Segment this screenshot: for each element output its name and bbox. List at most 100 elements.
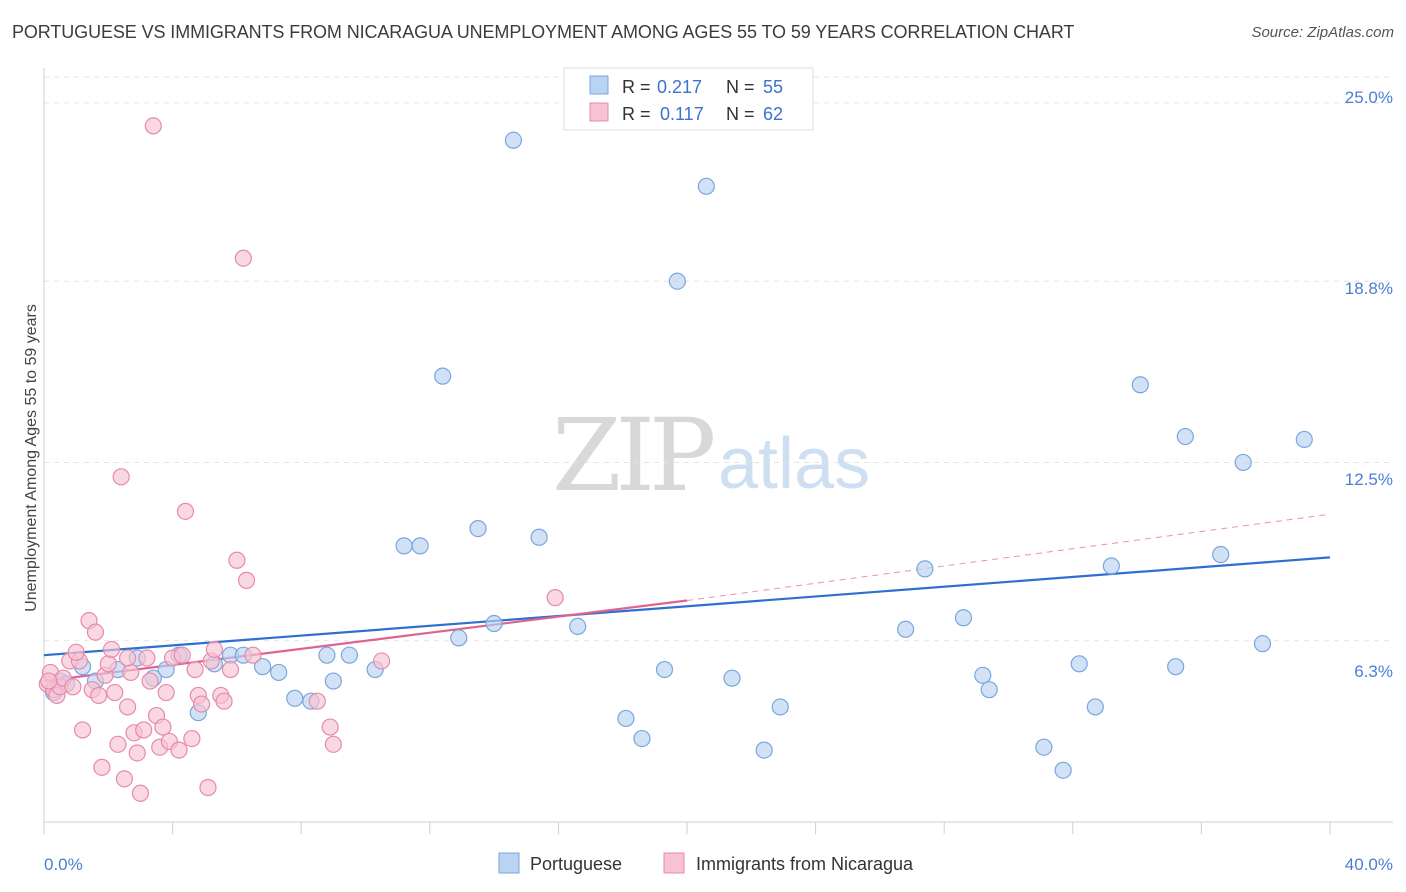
nicaragua-point bbox=[90, 686, 108, 705]
portuguese-point bbox=[771, 698, 789, 716]
data-points bbox=[38, 117, 1313, 802]
portuguese-point bbox=[617, 709, 635, 728]
nicaragua-point bbox=[228, 551, 246, 569]
portuguese-point bbox=[897, 620, 915, 638]
portuguese-point bbox=[270, 663, 288, 682]
legend-r-label: R = bbox=[622, 77, 651, 97]
nicaragua-point bbox=[118, 698, 137, 716]
nicaragua-point bbox=[173, 646, 191, 664]
portuguese-point bbox=[916, 560, 934, 578]
legend-n-label: N = bbox=[726, 104, 755, 124]
bottom-legend-swatch-portuguese bbox=[498, 852, 520, 874]
nicaragua-point bbox=[186, 660, 204, 679]
portuguese-point bbox=[395, 537, 413, 555]
nicaragua-point bbox=[99, 655, 117, 673]
legend-r-value: 0.217 bbox=[657, 77, 702, 97]
legend-n-value: 55 bbox=[763, 77, 783, 97]
portuguese-trend-line bbox=[43, 556, 1331, 657]
portuguese-point bbox=[974, 666, 992, 684]
nicaragua-point bbox=[102, 640, 121, 659]
portuguese-point bbox=[755, 741, 773, 759]
portuguese-point bbox=[569, 617, 587, 636]
portuguese-point bbox=[668, 272, 686, 290]
nicaragua-point bbox=[234, 249, 252, 267]
bottom-legend: Portuguese Immigrants from Nicaragua bbox=[498, 852, 914, 874]
portuguese-point bbox=[1035, 738, 1053, 756]
nicaragua-point bbox=[221, 660, 240, 679]
nicaragua-point bbox=[73, 721, 92, 739]
nicaragua-point bbox=[244, 646, 262, 664]
nicaragua-point bbox=[183, 729, 201, 748]
nicaragua-point bbox=[141, 672, 159, 690]
nicaragua-point bbox=[131, 784, 150, 802]
portuguese-point bbox=[254, 658, 272, 676]
y-tick-label: 18.8% bbox=[1345, 279, 1393, 298]
nicaragua-point bbox=[154, 718, 172, 736]
portuguese-point bbox=[434, 367, 452, 385]
watermark-atlas: atlas bbox=[718, 424, 870, 504]
portuguese-point bbox=[504, 131, 522, 149]
bottom-legend-portuguese: Portuguese bbox=[530, 854, 622, 874]
nicaragua-point bbox=[205, 640, 223, 659]
portuguese-point bbox=[1167, 658, 1185, 676]
nicaragua-point bbox=[157, 683, 175, 702]
portuguese-point bbox=[980, 681, 998, 699]
portuguese-point bbox=[469, 520, 487, 538]
portuguese-point bbox=[1295, 430, 1313, 449]
watermark-zip: ZIP bbox=[552, 397, 713, 514]
nicaragua-point bbox=[372, 652, 391, 670]
nicaragua-trend-line bbox=[43, 599, 688, 683]
nicaragua-point bbox=[106, 683, 124, 702]
trend-lines bbox=[43, 513, 1331, 683]
nicaragua-point bbox=[215, 692, 233, 710]
portuguese-point bbox=[1212, 545, 1230, 564]
nicaragua-point bbox=[546, 589, 564, 607]
portuguese-point bbox=[485, 614, 503, 633]
nicaragua-point bbox=[135, 721, 153, 739]
x-tick-label: 40.0% bbox=[1345, 855, 1393, 874]
chart-title: PORTUGUESE VS IMMIGRANTS FROM NICARAGUA … bbox=[12, 22, 1075, 42]
legend-n-label: N = bbox=[726, 77, 755, 97]
nicaragua-point bbox=[112, 468, 130, 486]
nicaragua-point bbox=[324, 735, 342, 753]
portuguese-point bbox=[697, 177, 715, 195]
bottom-legend-nicaragua: Immigrants from Nicaragua bbox=[696, 854, 914, 874]
nicaragua-point bbox=[237, 571, 256, 589]
portuguese-point bbox=[286, 689, 304, 707]
nicaragua-point bbox=[40, 672, 58, 690]
nicaragua-point bbox=[122, 663, 140, 682]
y-tick-label: 12.5% bbox=[1345, 470, 1393, 489]
portuguese-point bbox=[655, 660, 674, 679]
nicaragua-point bbox=[321, 718, 339, 736]
legend-swatch-nicaragua bbox=[589, 102, 609, 122]
nicaragua-point bbox=[109, 735, 127, 753]
portuguese-point bbox=[633, 729, 651, 748]
nicaragua-point bbox=[144, 117, 162, 135]
legend: R = 0.217 N = 55 R = 0.117 N = 62 bbox=[563, 67, 814, 131]
nicaragua-point bbox=[138, 649, 156, 667]
nicaragua-point bbox=[192, 695, 211, 713]
y-axis-label: Unemployment Among Ages 55 to 59 years bbox=[23, 304, 40, 612]
portuguese-point bbox=[1070, 655, 1088, 673]
nicaragua-trend-extension bbox=[686, 513, 1331, 602]
portuguese-point bbox=[1102, 557, 1120, 575]
portuguese-point bbox=[530, 528, 548, 546]
source-label: Source: ZipAtlas.com bbox=[1251, 24, 1394, 41]
x-tick-label: 0.0% bbox=[44, 855, 83, 874]
legend-swatch-portuguese bbox=[589, 75, 609, 95]
portuguese-point bbox=[1234, 453, 1252, 472]
portuguese-point bbox=[318, 646, 336, 664]
legend-n-value: 62 bbox=[763, 104, 783, 124]
axes bbox=[43, 68, 1393, 834]
nicaragua-point bbox=[64, 678, 82, 696]
nicaragua-point bbox=[308, 692, 326, 710]
portuguese-point bbox=[1176, 427, 1194, 446]
nicaragua-point bbox=[67, 643, 85, 661]
portuguese-point bbox=[324, 672, 342, 690]
nicaragua-point bbox=[86, 623, 105, 641]
nicaragua-point bbox=[115, 770, 133, 788]
portuguese-point bbox=[723, 669, 741, 687]
portuguese-point bbox=[1131, 376, 1149, 394]
nicaragua-point bbox=[128, 744, 146, 762]
